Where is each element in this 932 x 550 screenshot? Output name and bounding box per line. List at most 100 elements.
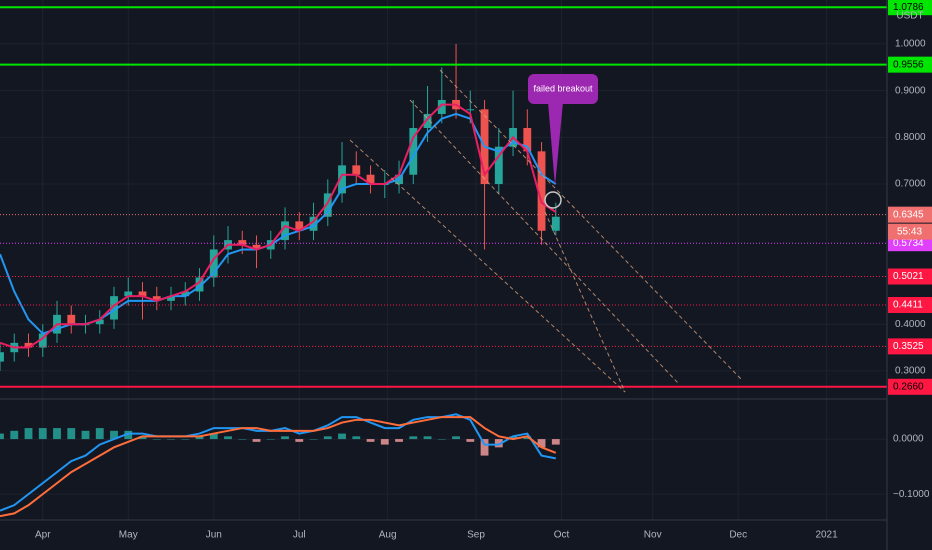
x-tick-label: Nov bbox=[644, 530, 662, 541]
level-label: 0.9556 bbox=[893, 59, 924, 70]
level-label-box bbox=[888, 268, 932, 285]
histogram-bar bbox=[209, 433, 218, 440]
x-tick-label: Jun bbox=[206, 530, 222, 541]
candle-body bbox=[110, 296, 118, 320]
annotation-box bbox=[528, 74, 598, 104]
histogram-bar bbox=[523, 436, 532, 440]
histogram-bar bbox=[181, 439, 190, 440]
candle-body bbox=[551, 216, 560, 231]
histogram-bar bbox=[395, 439, 403, 442]
histogram-bar bbox=[238, 439, 247, 440]
candle-body bbox=[124, 291, 133, 297]
y-tick-label: 0.7000 bbox=[895, 179, 926, 190]
histogram-bar bbox=[138, 436, 147, 440]
histogram-bar bbox=[323, 436, 332, 440]
candle-body bbox=[295, 221, 304, 231]
candle-body bbox=[152, 296, 161, 301]
level-label: 0.4411 bbox=[893, 300, 923, 311]
histogram-bar bbox=[295, 439, 304, 442]
histogram-bar bbox=[437, 439, 446, 440]
candle-body bbox=[67, 314, 76, 325]
histogram-bar bbox=[423, 436, 432, 440]
candle-body bbox=[537, 151, 546, 231]
annotation-text: failed breakout bbox=[533, 83, 593, 93]
x-tick-label: Aug bbox=[379, 530, 397, 541]
histogram-bar bbox=[338, 433, 346, 440]
histogram-bar bbox=[494, 439, 503, 448]
histogram-bar bbox=[537, 439, 546, 448]
axis-labels: Apr May Jun Jul Aug Sep Oct Nov Dec 2021 1.0000 0.9… bbox=[35, 0, 932, 541]
y-tick-label: 1.0000 bbox=[895, 39, 926, 50]
candle-body bbox=[195, 277, 204, 292]
histogram-bar bbox=[67, 428, 76, 440]
histogram-bar bbox=[152, 439, 161, 440]
level-label: 0.5021 bbox=[893, 271, 924, 282]
annotation: failed breakout bbox=[528, 74, 598, 186]
candle-body bbox=[0, 352, 4, 362]
y-tick-label: 0.8000 bbox=[895, 132, 926, 143]
candle-body bbox=[238, 240, 247, 245]
annotation-pointer bbox=[548, 102, 563, 186]
y-tick-label: 0.9000 bbox=[895, 85, 926, 96]
candle-body bbox=[38, 333, 47, 348]
currency-label: USDT bbox=[896, 11, 923, 22]
x-tick-label: Jul bbox=[293, 530, 306, 541]
candle-body bbox=[366, 174, 375, 185]
histogram-bar bbox=[224, 436, 232, 440]
candle-body bbox=[352, 165, 361, 175]
candle-body bbox=[466, 109, 475, 111]
candle-body bbox=[309, 216, 318, 231]
histogram-bar bbox=[452, 436, 460, 440]
trend-line bbox=[409, 99, 679, 384]
candle-body bbox=[437, 99, 446, 114]
x-tick-label: 2021 bbox=[815, 530, 838, 541]
signal-line bbox=[0, 416, 557, 518]
histogram-bar bbox=[53, 428, 61, 440]
candle-body bbox=[494, 146, 503, 185]
level-label: 0.2660 bbox=[893, 381, 924, 392]
candle-body bbox=[323, 193, 332, 217]
histogram-bar bbox=[195, 436, 204, 440]
y-tick-label: 0.0000 bbox=[893, 434, 924, 445]
countdown-box bbox=[888, 223, 932, 240]
level-label-box bbox=[888, 56, 932, 73]
candle-body bbox=[281, 221, 289, 241]
y-tick-label: 0.4000 bbox=[895, 319, 926, 330]
histogram-bar bbox=[281, 436, 289, 440]
y-tick-label: 0.3000 bbox=[895, 366, 926, 377]
plot bbox=[0, 6, 887, 518]
trend-line bbox=[544, 211, 626, 393]
y-tick-label: −0.1000 bbox=[893, 489, 930, 500]
level-label: 0.5734 bbox=[893, 238, 924, 249]
histogram-bar bbox=[480, 439, 489, 456]
histogram-bar bbox=[38, 428, 47, 440]
candle-body bbox=[338, 165, 346, 194]
x-tick-label: Apr bbox=[35, 530, 51, 541]
countdown: 55:43 bbox=[897, 226, 922, 237]
candle-body bbox=[181, 291, 190, 297]
histogram-bar bbox=[366, 439, 375, 442]
histogram-bar bbox=[466, 439, 475, 442]
trend-line bbox=[349, 139, 626, 393]
level-label: 1.0786 bbox=[893, 2, 924, 13]
histogram-bar bbox=[24, 428, 33, 440]
level-label: 0.3525 bbox=[893, 341, 924, 352]
x-tick-label: Oct bbox=[554, 530, 570, 541]
level-label-box bbox=[888, 0, 932, 16]
candle-body bbox=[523, 127, 532, 152]
level-label-box bbox=[888, 206, 932, 223]
histogram-bar bbox=[81, 430, 90, 440]
histogram-bar bbox=[10, 430, 19, 440]
histogram-bar bbox=[309, 439, 318, 440]
level-label-box bbox=[888, 296, 932, 313]
candle-body bbox=[95, 319, 104, 325]
histogram-bar bbox=[167, 439, 175, 440]
highlight-circle bbox=[544, 191, 562, 209]
level-label-box bbox=[888, 378, 932, 395]
candle-body bbox=[209, 249, 218, 278]
histogram-bar bbox=[110, 430, 118, 440]
histogram-bar bbox=[95, 428, 104, 440]
histogram-bar bbox=[124, 430, 133, 440]
